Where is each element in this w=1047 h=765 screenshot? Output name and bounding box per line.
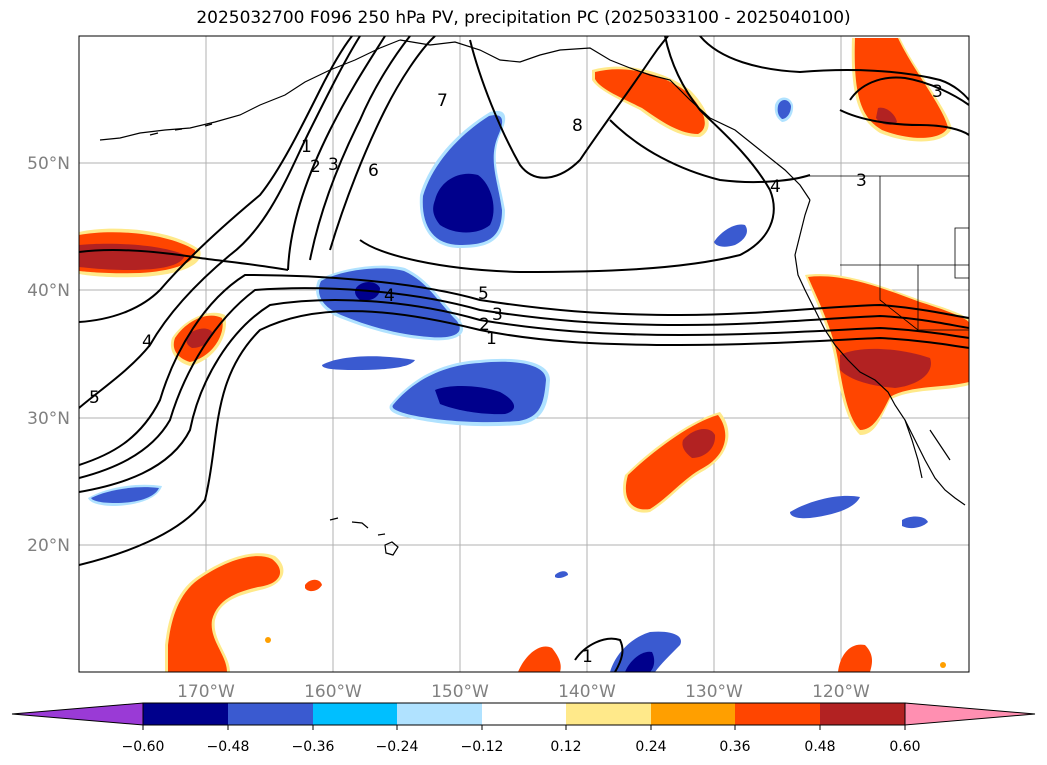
contour-label-group: 1 2 3 6 7 8 4 5 2 3 1 4 5 3 3 4 1	[89, 82, 943, 667]
colorbar-tick-label: 0.24	[635, 739, 666, 755]
colorbar-under-arrow	[11, 702, 144, 726]
lon-label: 130°W	[685, 682, 743, 702]
contour-label: 3	[492, 305, 503, 325]
lat-label: 20°N	[27, 536, 70, 556]
map-title: 2025032700 F096 250 hPa PV, precipitatio…	[196, 8, 851, 28]
contour-label: 3	[328, 155, 339, 175]
contour-label: 6	[368, 161, 379, 181]
precip-positive	[79, 38, 969, 672]
contour-label: 8	[572, 116, 583, 136]
colorbar-over-arrow	[904, 702, 1036, 726]
colorbar-tick-label: −0.12	[461, 739, 504, 755]
lon-label: 150°W	[431, 682, 489, 702]
contour-label: 1	[486, 329, 497, 349]
colorbar-segment	[651, 703, 735, 725]
colorbar-tick-label: −0.48	[207, 739, 250, 755]
colorbar-frame	[142, 702, 906, 726]
colorbar-segment	[397, 703, 482, 725]
colorbar-tick-label: −0.24	[376, 739, 419, 755]
colorbar-segment	[482, 703, 566, 725]
gridlines	[79, 36, 969, 672]
colorbar-tick-label: −0.60	[122, 739, 165, 755]
lon-label: 160°W	[304, 682, 362, 702]
lat-label: 30°N	[27, 409, 70, 429]
coastlines	[99, 39, 966, 556]
colorbar-segment	[228, 703, 313, 725]
lat-label: 50°N	[27, 154, 70, 174]
colorbar-segment	[566, 703, 651, 725]
colorbar: −0.60 −0.48 −0.36 −0.24 −0.12 0.12 0.24 …	[11, 702, 1036, 755]
contour-label: 3	[856, 171, 867, 191]
lon-labels: 170°W 160°W 150°W 140°W 130°W 120°W	[177, 682, 870, 702]
lon-label: 170°W	[177, 682, 235, 702]
contour-label: 5	[89, 388, 100, 408]
lon-label: 120°W	[812, 682, 870, 702]
colorbar-tick-label: 0.60	[889, 739, 920, 755]
colorbar-segment	[313, 703, 397, 725]
borders	[805, 175, 969, 331]
contour-label: 5	[478, 284, 489, 304]
colorbar-tick-label: −0.36	[292, 739, 335, 755]
contour-label: 4	[770, 177, 781, 197]
contour-label: 1	[582, 647, 593, 667]
lon-label: 140°W	[558, 682, 616, 702]
contour-label: 1	[301, 137, 312, 157]
colorbar-tick-label: 0.36	[719, 739, 750, 755]
contour-label: 3	[932, 82, 943, 102]
lat-labels: 50°N 40°N 30°N 20°N	[27, 154, 70, 556]
map-frame	[78, 35, 970, 673]
contour-label: 4	[142, 332, 153, 352]
colorbar-segment	[735, 703, 820, 725]
pv-contours	[79, 36, 969, 672]
contour-label: 2	[479, 315, 490, 335]
contour-label: 7	[437, 91, 448, 111]
colorbar-tick-label: 0.12	[550, 739, 581, 755]
contour-label: 4	[384, 286, 395, 306]
colorbar-segment	[820, 703, 905, 725]
contour-label: 2	[310, 157, 321, 177]
colorbar-tick-label: 0.48	[804, 739, 835, 755]
lat-label: 40°N	[27, 281, 70, 301]
colorbar-segment	[143, 703, 228, 725]
